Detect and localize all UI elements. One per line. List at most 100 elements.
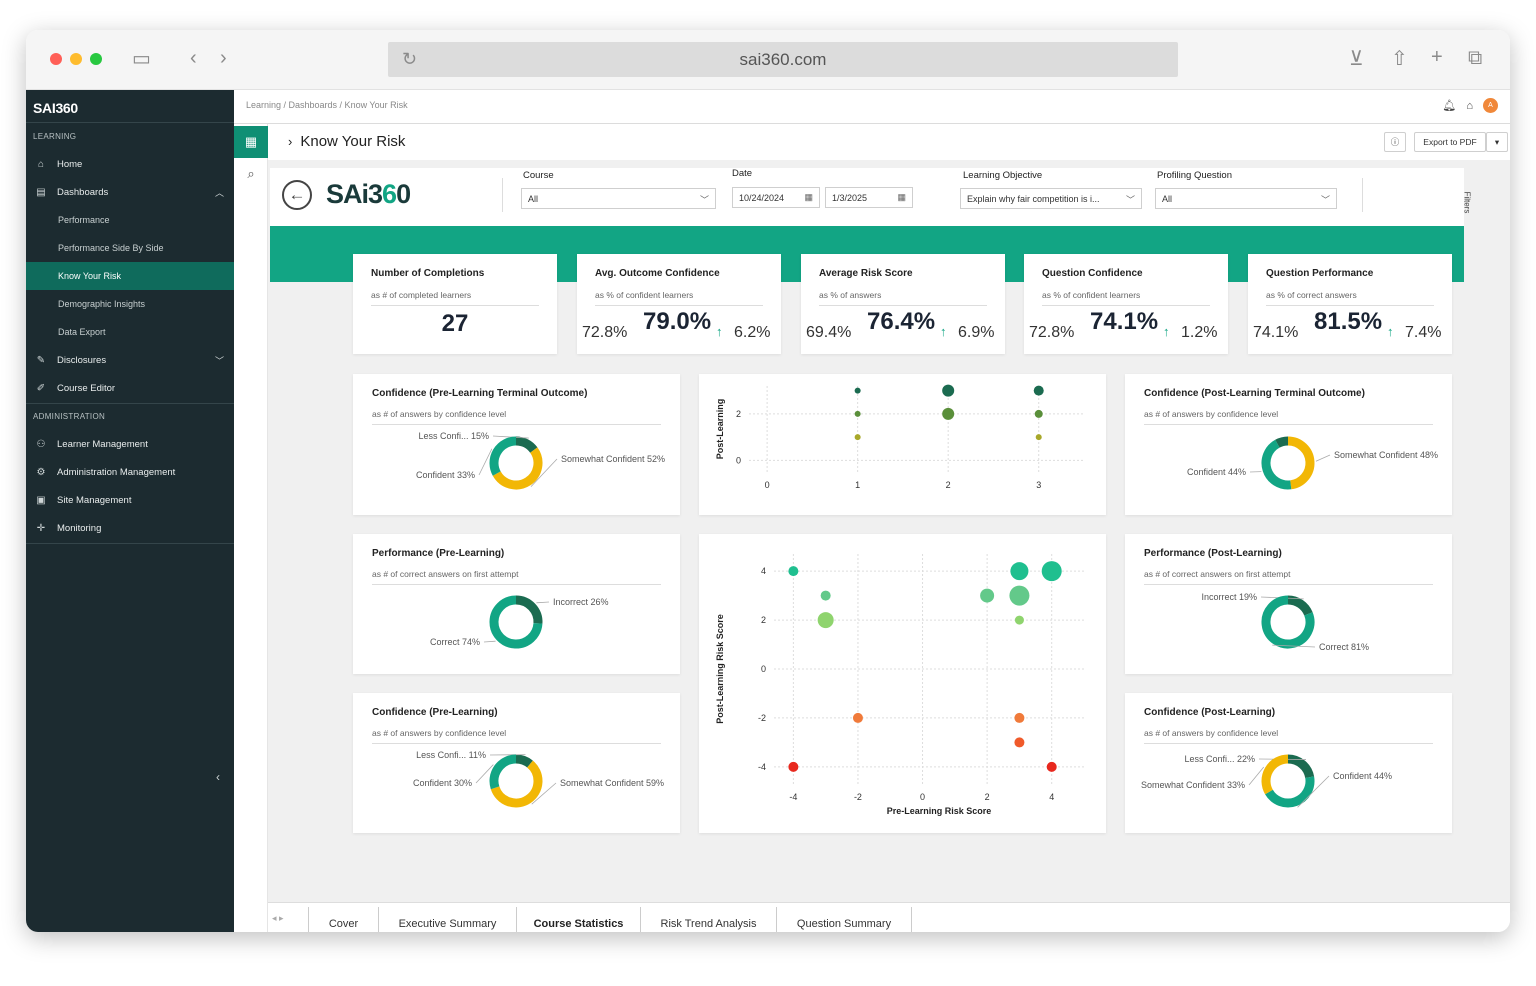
- zoom-window-button[interactable]: [90, 53, 102, 65]
- kpi-completions: Number of Completions as # of completed …: [353, 254, 557, 354]
- sidebar-item-know-your-risk[interactable]: Know Your Risk: [26, 262, 234, 290]
- sidebar-item-performance-side-by-side[interactable]: Performance Side By Side: [58, 243, 164, 253]
- donut-leader-line: [530, 458, 558, 487]
- sidebar-item-disclosures[interactable]: ✎ Disclosures ﹀: [26, 346, 234, 374]
- y-tick-label: 0: [736, 455, 741, 465]
- sidebar-item-data-export[interactable]: Data Export: [58, 327, 106, 337]
- course-filter-dropdown[interactable]: All ﹀: [521, 188, 716, 209]
- tab-risk-trend-analysis[interactable]: Risk Trend Analysis: [640, 907, 776, 932]
- donut-panel-performance-pre: Performance (Pre-Learning) as # of corre…: [353, 534, 680, 674]
- tab-executive-summary[interactable]: Executive Summary: [378, 907, 516, 932]
- tab-cover[interactable]: Cover: [308, 907, 378, 932]
- kpi-value: 27: [441, 310, 469, 337]
- tab-scroll-arrows-icon[interactable]: ◂ ▸: [272, 913, 284, 923]
- course-filter-label: Course: [523, 170, 554, 181]
- breadcrumb[interactable]: Learning / Dashboards / Know Your Risk: [246, 100, 408, 110]
- url-bar[interactable]: ↻ sai360.com: [388, 42, 1178, 77]
- donut-data-label: Confident 33%: [416, 470, 475, 480]
- back-arrow-icon[interactable]: ←: [282, 180, 312, 210]
- kpi-risk-score: Average Risk Score as % of answers 69.4%…: [801, 254, 1005, 354]
- chevron-down-icon: ﹀: [1125, 195, 1135, 205]
- donut-leader-line: [1297, 775, 1330, 808]
- sidebar-item-course-editor[interactable]: ✐ Course Editor: [26, 374, 234, 402]
- report-search-icon[interactable]: ⌕: [247, 166, 255, 181]
- sidebar-item-home[interactable]: ⌂ Home: [26, 150, 234, 178]
- donut-chart: Incorrect 26% Correct 74%: [430, 595, 609, 649]
- report-view-icon[interactable]: ▦: [234, 126, 268, 158]
- scatter-point: [817, 612, 834, 629]
- donut-chart: Less Confi... 15% Somewhat Confident 52% C…: [416, 431, 665, 490]
- reload-icon[interactable]: ↻: [402, 49, 418, 69]
- donut-chart: Less Confi... 22% Confident 44% Somewhat C…: [1141, 754, 1392, 808]
- date-from-input[interactable]: 10/24/2024 ▦: [732, 187, 820, 208]
- section-label-learning: LEARNING: [33, 132, 77, 141]
- collapse-sidebar-icon[interactable]: ‹: [216, 770, 220, 784]
- sidebar-item-administration-management[interactable]: ⚙ Administration Management: [26, 458, 234, 486]
- minimize-window-button[interactable]: [70, 53, 82, 65]
- x-tick-label: 4: [1049, 792, 1054, 802]
- sidebar: SAI360 LEARNING ⌂ Home ▤ Dashboards ︿ Perfo…: [26, 90, 234, 932]
- scatter-point: [820, 590, 831, 601]
- donut-leader-line: [478, 448, 493, 476]
- donut-panel-confidence-post-terminal: Confidence (Post-Learning Terminal Outco…: [1125, 374, 1452, 515]
- sidebar-logo[interactable]: SAI360: [33, 100, 78, 116]
- sidebar-item-performance[interactable]: Performance: [58, 215, 110, 225]
- scatter-point: [1010, 562, 1029, 581]
- calendar-icon[interactable]: ▦: [804, 192, 813, 202]
- scatter-chart: 0 1 2 3 0 2 Post-Learning: [715, 384, 1084, 490]
- tabs-overview-icon[interactable]: ⧉: [1468, 47, 1483, 69]
- sidebar-item-site-management[interactable]: ▣ Site Management: [26, 486, 234, 514]
- calendar-icon[interactable]: ▦: [897, 192, 906, 202]
- donut-leader-line: [475, 764, 494, 784]
- scatter-point: [1033, 385, 1044, 396]
- sidebar-item-demographic-insights[interactable]: Demographic Insights: [58, 299, 146, 309]
- donut-data-label: Somewhat Confident 48%: [1334, 450, 1438, 460]
- profiling-filter-dropdown[interactable]: All ﹀: [1155, 188, 1337, 209]
- sidebar-toggle-icon[interactable]: ▭: [132, 48, 151, 70]
- kpi-value: 76.4%: [867, 308, 936, 335]
- dashboard-icon: ▤: [36, 186, 46, 198]
- sidebar-item-learner-management[interactable]: ⚇ Learner Management: [26, 430, 234, 458]
- sidebar-item-dashboards[interactable]: ▤ Dashboards ︿: [26, 178, 234, 206]
- objective-filter-dropdown[interactable]: Explain why fair competition is i... ﹀: [960, 188, 1142, 209]
- donut-chart: Less Confi... 11% Somewhat Confident 59% C…: [413, 750, 664, 808]
- donut-slice: [515, 595, 543, 624]
- info-icon[interactable]: ⓘ: [1384, 132, 1406, 152]
- tab-course-statistics[interactable]: Course Statistics: [516, 907, 640, 932]
- avatar[interactable]: A: [1483, 98, 1498, 113]
- donut-slice: [1287, 595, 1313, 616]
- share-icon[interactable]: ⇧: [1391, 48, 1408, 70]
- tab-question-summary[interactable]: Question Summary: [776, 907, 912, 932]
- scatter-point: [854, 410, 861, 417]
- new-tab-icon[interactable]: +: [1431, 46, 1443, 68]
- bell-icon[interactable]: 🔔︎: [1442, 100, 1457, 112]
- home-icon[interactable]: ⌂: [1466, 99, 1473, 112]
- scatter-point: [1046, 761, 1057, 772]
- kpi-question-confidence: Question Confidence as % of confident le…: [1024, 254, 1228, 354]
- course-editor-icon: ✐: [36, 382, 46, 394]
- page-title: › Know Your Risk: [288, 133, 406, 150]
- donut-data-label: Less Confi... 15%: [418, 431, 489, 441]
- export-dropdown-icon[interactable]: ▾: [1486, 132, 1508, 152]
- filters-pane-toggle[interactable]: Filters: [1462, 191, 1472, 214]
- scatter-point: [1009, 585, 1030, 606]
- chevron-right-icon[interactable]: ›: [288, 134, 293, 149]
- donut-data-label: Correct 74%: [430, 637, 480, 647]
- scatter-point: [854, 387, 861, 394]
- download-icon[interactable]: ⊻: [1349, 48, 1364, 70]
- forward-icon[interactable]: ›: [220, 47, 227, 69]
- kpi-before-value: 72.8%: [582, 324, 628, 341]
- kpi-value: 79.0%: [643, 308, 712, 335]
- donut-slice: [1287, 754, 1315, 779]
- export-pdf-button[interactable]: Export to PDF: [1414, 132, 1486, 152]
- kpi-value: 74.1%: [1090, 308, 1159, 335]
- close-window-button[interactable]: [50, 53, 62, 65]
- sidebar-item-monitoring[interactable]: ✛ Monitoring: [26, 514, 234, 542]
- report-header-card: ← SAi360 Course All ﹀ Date 10/24/2024 ▦ 1/…: [270, 168, 1464, 226]
- scatter-point: [1034, 409, 1043, 418]
- x-tick-label: 2: [946, 480, 951, 490]
- objective-filter-label: Learning Objective: [963, 170, 1043, 181]
- date-to-input[interactable]: 1/3/2025 ▦: [825, 187, 913, 208]
- x-tick-label: 0: [920, 792, 925, 802]
- back-icon[interactable]: ‹: [190, 47, 197, 69]
